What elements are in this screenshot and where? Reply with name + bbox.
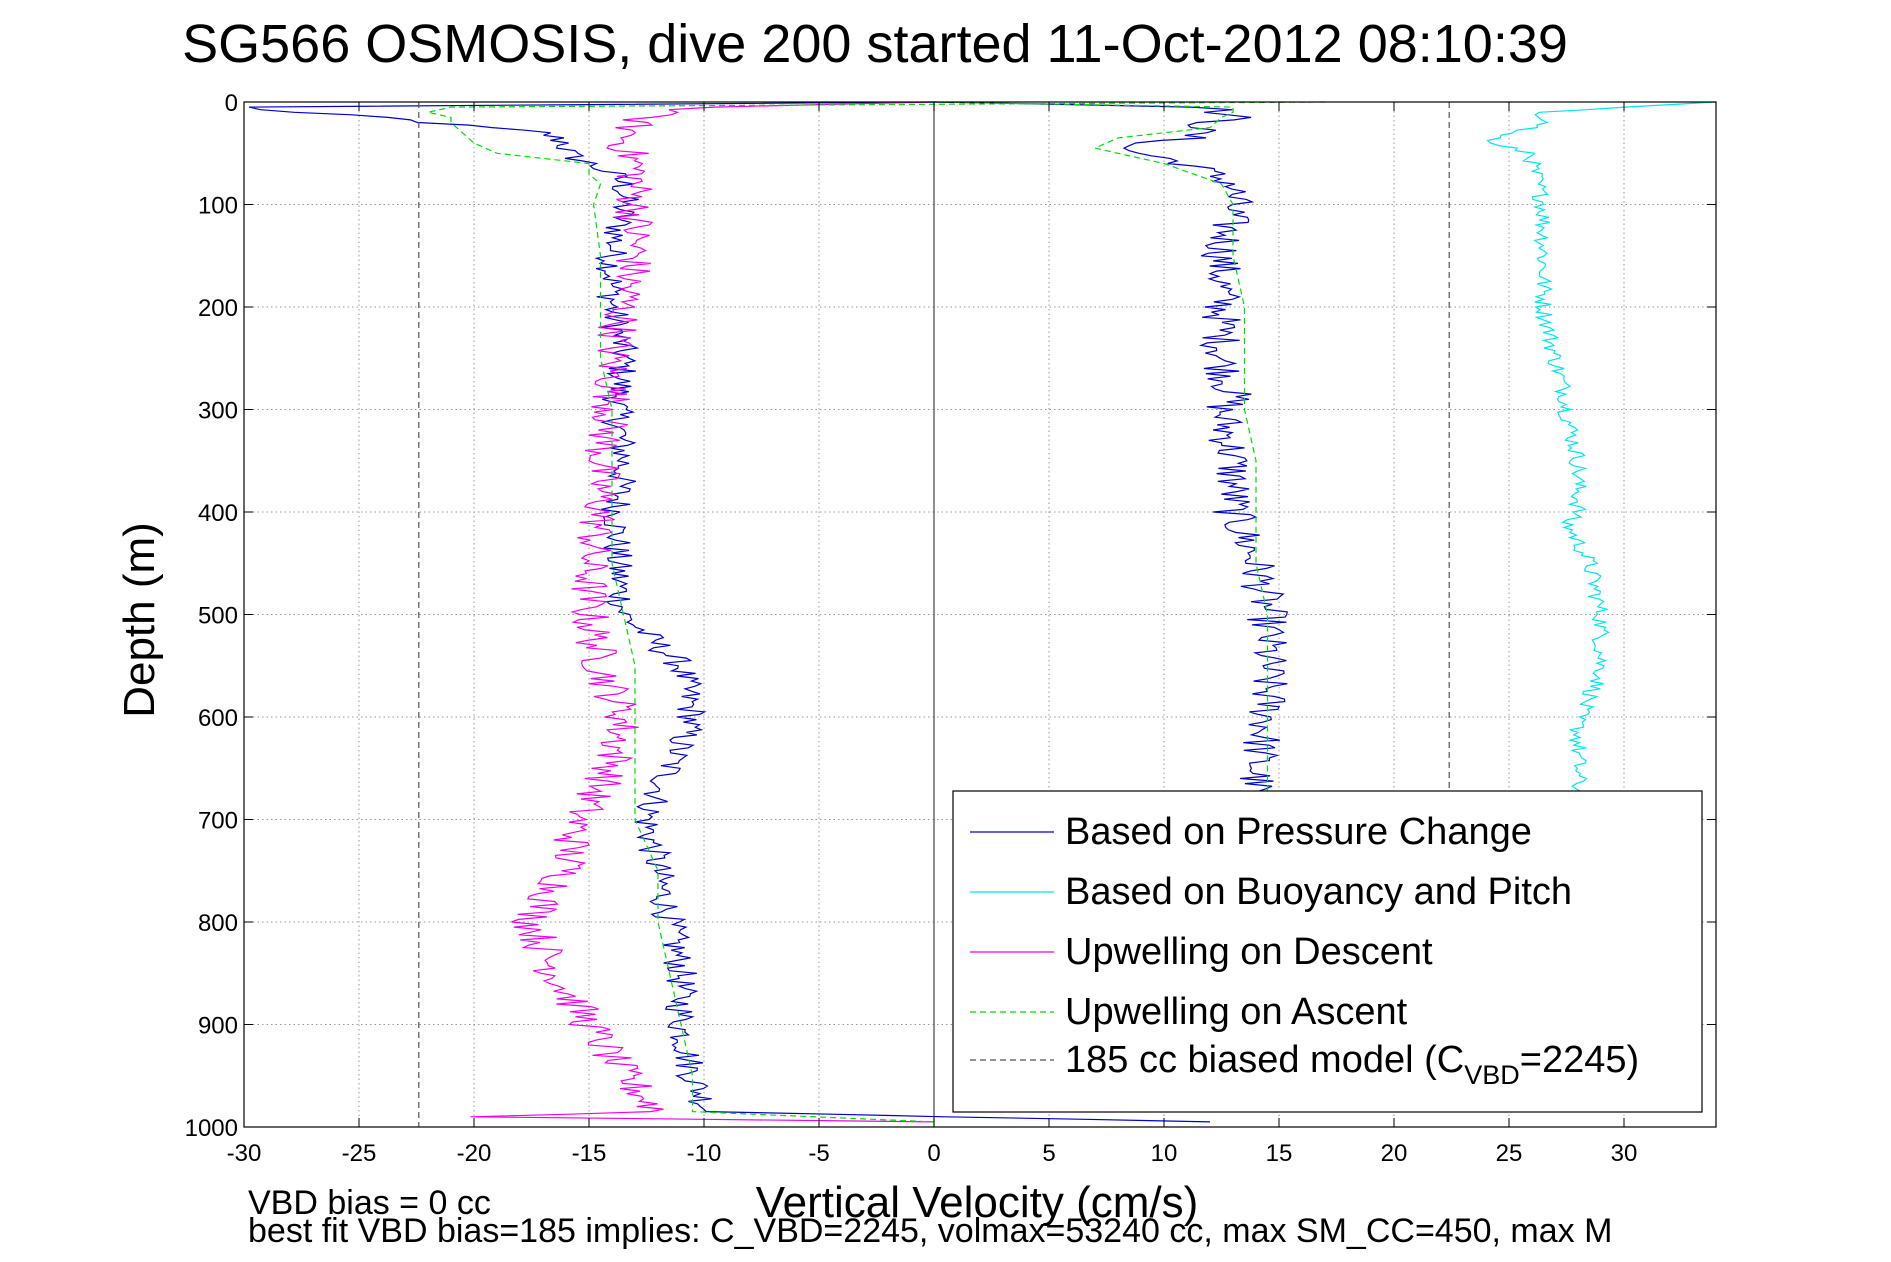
series-line-upwelling-on-ascent — [427, 101, 1326, 1123]
data-series — [248, 101, 1717, 1127]
y-tick-label: 1000 — [185, 1115, 238, 1142]
legend-label: Based on Pressure Change — [1065, 811, 1532, 853]
x-tick-label: -10 — [687, 1140, 722, 1167]
y-tick-label: 800 — [198, 910, 238, 937]
series-line-based-on-pressure-change — [248, 101, 1211, 1123]
x-tick-label: -25 — [342, 1140, 377, 1167]
legend-label: Upwelling on Descent — [1065, 931, 1433, 973]
x-tick-label: 20 — [1381, 1140, 1408, 1167]
legend-label: Upwelling on Ascent — [1065, 991, 1408, 1033]
x-tick-label: -15 — [572, 1140, 607, 1167]
x-tick-label: 25 — [1496, 1140, 1523, 1167]
x-tick-label: 5 — [1042, 1140, 1055, 1167]
footer-vbd-bias: VBD bias = 0 cc — [248, 1184, 491, 1222]
x-tick-label: 30 — [1611, 1140, 1638, 1167]
x-axis-label: Vertical Velocity (cm/s) — [756, 1178, 1199, 1227]
x-tick-label: -5 — [808, 1140, 829, 1167]
y-tick-label: 900 — [198, 1013, 238, 1040]
x-tick-label: 15 — [1266, 1140, 1293, 1167]
y-tick-label: 200 — [198, 295, 238, 322]
y-tick-label: 400 — [198, 500, 238, 527]
y-tick-label: 600 — [198, 705, 238, 732]
y-tick-label: 0 — [225, 90, 238, 117]
y-tick-label: 700 — [198, 808, 238, 835]
series-line-upwelling-on-descent — [470, 101, 935, 1123]
y-tick-label: 100 — [198, 193, 238, 220]
legend: Based on Pressure Change Based on Buoyanc… — [952, 790, 1703, 1113]
legend-label: Based on Buoyancy and Pitch — [1065, 871, 1572, 913]
y-axis-label: Depth (m) — [115, 522, 164, 718]
x-tick-label: -30 — [227, 1140, 262, 1167]
legend-box — [952, 790, 1703, 1113]
series-line-based-on-buoyancy-and-pitch — [1486, 101, 1717, 799]
x-tick-label: 0 — [927, 1140, 940, 1167]
footer-best-fit: best fit VBD bias=185 implies: C_VBD=224… — [248, 1212, 1613, 1250]
x-tick-label: 10 — [1151, 1140, 1178, 1167]
axes: -30 -25 -20 -15 -10 -5 0 5 10 15 20 25 3001002003004… — [185, 90, 1717, 1167]
chart-title: SG566 OSMOSIS, dive 200 started 11-Oct-2… — [182, 14, 1568, 74]
y-tick-label: 500 — [198, 603, 238, 630]
y-tick-label: 300 — [198, 398, 238, 425]
series-line-based-on-pressure-change — [933, 101, 1288, 799]
x-tick-label: -20 — [457, 1140, 492, 1167]
